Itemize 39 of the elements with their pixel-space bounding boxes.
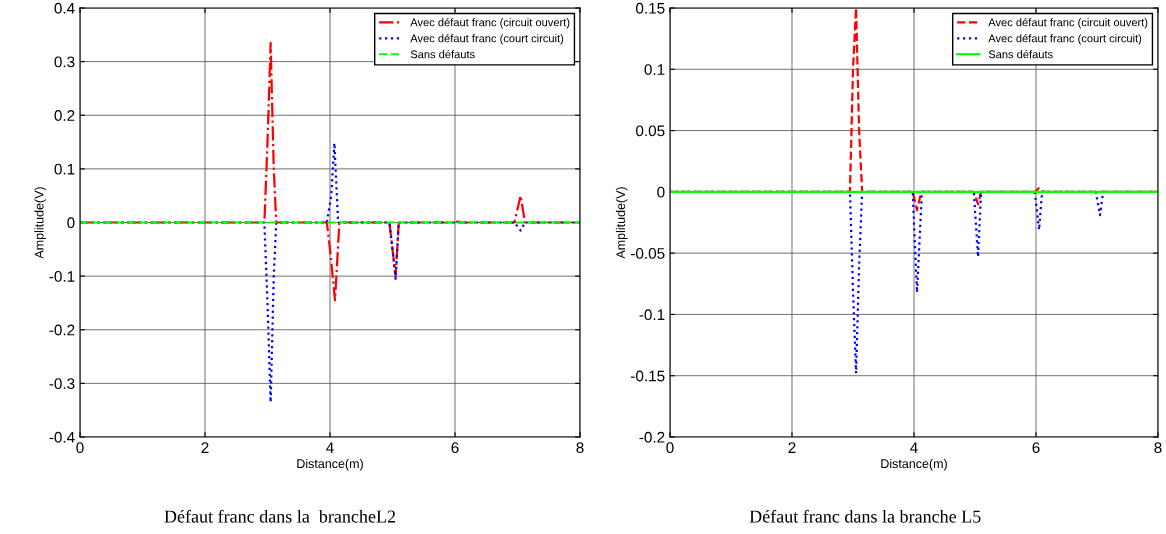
- y-tick-label: -0.2: [49, 324, 75, 336]
- x-tick-label: 0: [76, 442, 84, 454]
- text: Défaut franc dans la brancheL2: [164, 509, 396, 523]
- x-tick-label: 6: [451, 442, 459, 454]
- y-tick-label: -0.15: [631, 370, 665, 382]
- text: Défaut franc dans la branche L5: [749, 509, 981, 523]
- x-axis-title: Distance(m): [881, 458, 947, 471]
- y-axis-title: Amplitude(V): [34, 187, 47, 259]
- y-tick-label: 0.15: [636, 2, 665, 14]
- y-axis-title: Amplitude(V): [615, 187, 628, 259]
- legend-label: Avec défaut franc (circuit ouvert): [988, 17, 1148, 29]
- y-tick-label: -0.4: [49, 431, 75, 443]
- y-tick-label: -0.2: [639, 431, 665, 443]
- x-tick-label: 4: [326, 442, 334, 453]
- y-tick-label: -0.1: [49, 270, 75, 282]
- y-tick-label: 0.1: [54, 163, 75, 175]
- x-tick-label: 0: [666, 442, 674, 454]
- x-tick-label: 4: [910, 442, 918, 453]
- y-tick-label: 0.3: [54, 56, 75, 68]
- x-axis-title: Distance(m): [297, 458, 363, 471]
- legend-label: Avec défaut franc (court circuit): [988, 34, 1142, 45]
- legend-label: Sans défauts: [988, 49, 1053, 59]
- x-tick-label: 2: [201, 442, 209, 453]
- y-tick-label: -0.05: [631, 248, 665, 259]
- x-tick-label: 2: [788, 442, 796, 453]
- y-tick-label: -0.1: [639, 309, 665, 321]
- x-tick-label: 6: [1032, 442, 1040, 454]
- legend-label: Avec défaut franc (court circuit): [410, 34, 564, 45]
- x-tick-label: 8: [576, 442, 584, 454]
- y-tick-label: 0: [657, 186, 665, 198]
- x-tick-label: 8: [1154, 442, 1162, 454]
- legend-label: Avec défaut franc (circuit ouvert): [410, 17, 570, 29]
- y-tick-label: -0.3: [49, 378, 75, 390]
- y-tick-label: 0: [67, 217, 75, 229]
- legend-label: Sans défauts: [410, 49, 475, 59]
- y-tick-label: 0.1: [644, 64, 665, 75]
- y-tick-label: 0.2: [54, 110, 75, 121]
- y-tick-label: 0.4: [54, 2, 75, 14]
- y-tick-label: 0.05: [636, 125, 665, 137]
